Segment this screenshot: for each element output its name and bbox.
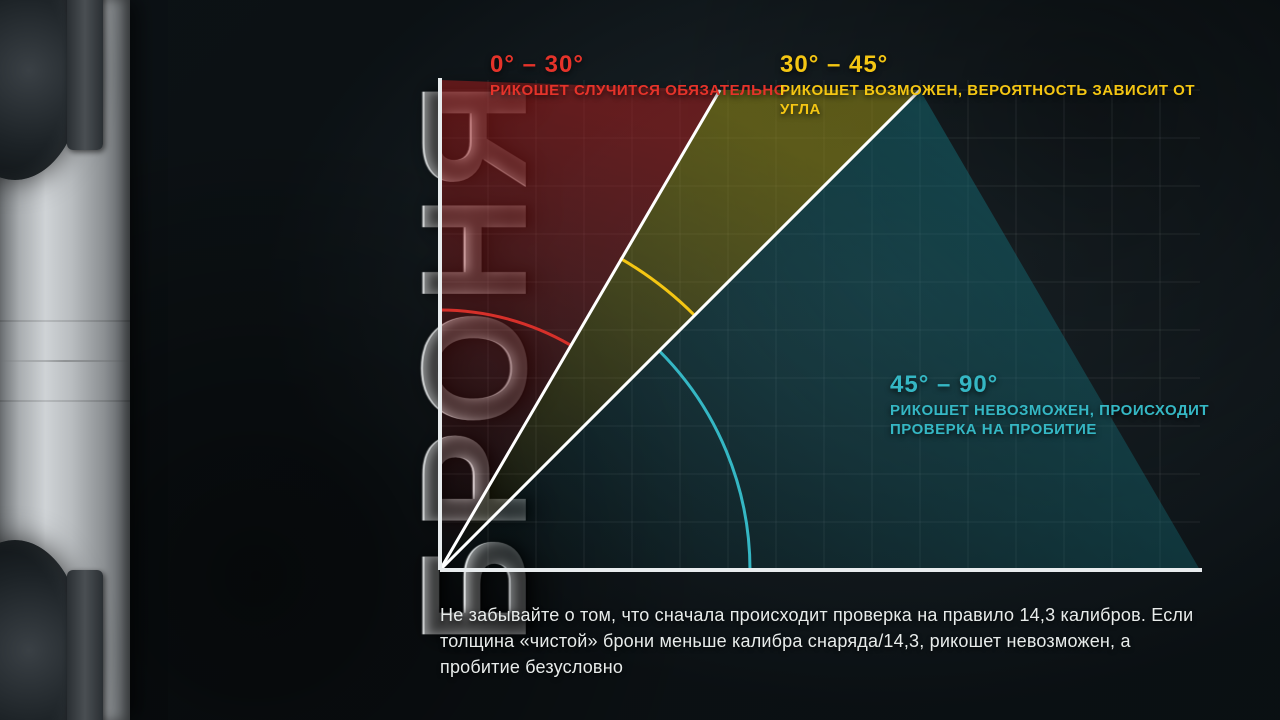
label-yellow-desc: РИКОШЕТ ВОЗМОЖЕН, ВЕРОЯТНОСТЬ ЗАВИСИТ ОТ…	[780, 82, 1210, 120]
label-red-range: 0° – 30°	[490, 50, 786, 80]
hinge-top-icon	[0, 0, 85, 180]
diagram-svg	[420, 70, 1210, 580]
label-yellow: 30° – 45° РИКОШЕТ ВОЗМОЖЕН, ВЕРОЯТНОСТЬ …	[780, 50, 1210, 120]
label-red: 0° – 30° РИКОШЕТ СЛУЧИТСЯ ОБЯЗАТЕЛЬНО	[490, 50, 786, 101]
metal-strip	[0, 0, 130, 720]
footnote: Не забывайте о том, что сначала происход…	[440, 602, 1210, 680]
label-cyan: 45° – 90° РИКОШЕТ НЕВОЗМОЖЕН, ПРОИСХОДИТ…	[890, 370, 1210, 440]
hinge-bottom-icon	[0, 540, 85, 720]
label-red-desc: РИКОШЕТ СЛУЧИТСЯ ОБЯЗАТЕЛЬНО	[490, 82, 786, 101]
label-yellow-range: 30° – 45°	[780, 50, 1210, 80]
label-cyan-range: 45° – 90°	[890, 370, 1210, 400]
ricochet-angle-diagram: 0° – 30° РИКОШЕТ СЛУЧИТСЯ ОБЯЗАТЕЛЬНО 30…	[420, 70, 1210, 580]
label-cyan-desc: РИКОШЕТ НЕВОЗМОЖЕН, ПРОИСХОДИТ ПРОВЕРКА …	[890, 402, 1210, 440]
